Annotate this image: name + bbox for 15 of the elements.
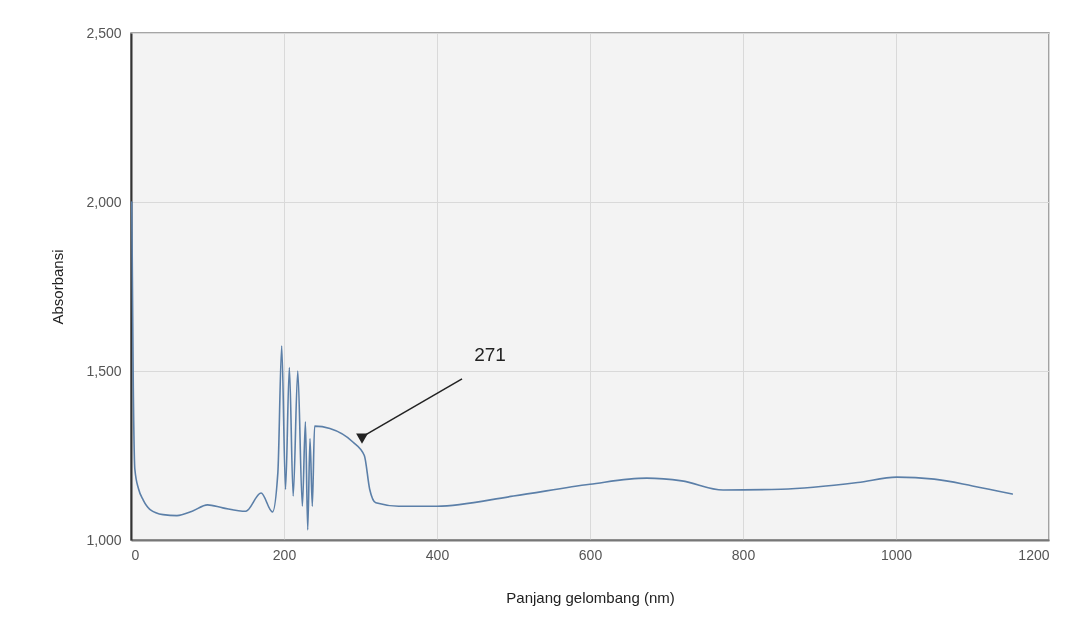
x-axis-title: Panjang gelombang (nm) — [506, 588, 675, 606]
x-tick-label: 200 — [272, 546, 297, 563]
y-tick-label: 1,500 — [86, 362, 122, 379]
line-series — [130, 201, 1014, 531]
y-tick-label: 1,000 — [86, 531, 122, 548]
x-tick-label: 600 — [578, 546, 603, 563]
y-tick-label: 2,000 — [86, 193, 122, 210]
x-tick-label: 0 — [131, 546, 140, 563]
y-tick-label: 2,500 — [86, 24, 122, 41]
x-tick-label: 400 — [425, 546, 450, 563]
x-tick-label: 1200 — [1018, 546, 1050, 563]
annotation: 271 — [474, 343, 506, 365]
x-tick-label: 1000 — [880, 546, 913, 563]
x-tick-label: 800 — [731, 546, 756, 563]
y-axis-title: Absorbansi — [49, 249, 67, 325]
